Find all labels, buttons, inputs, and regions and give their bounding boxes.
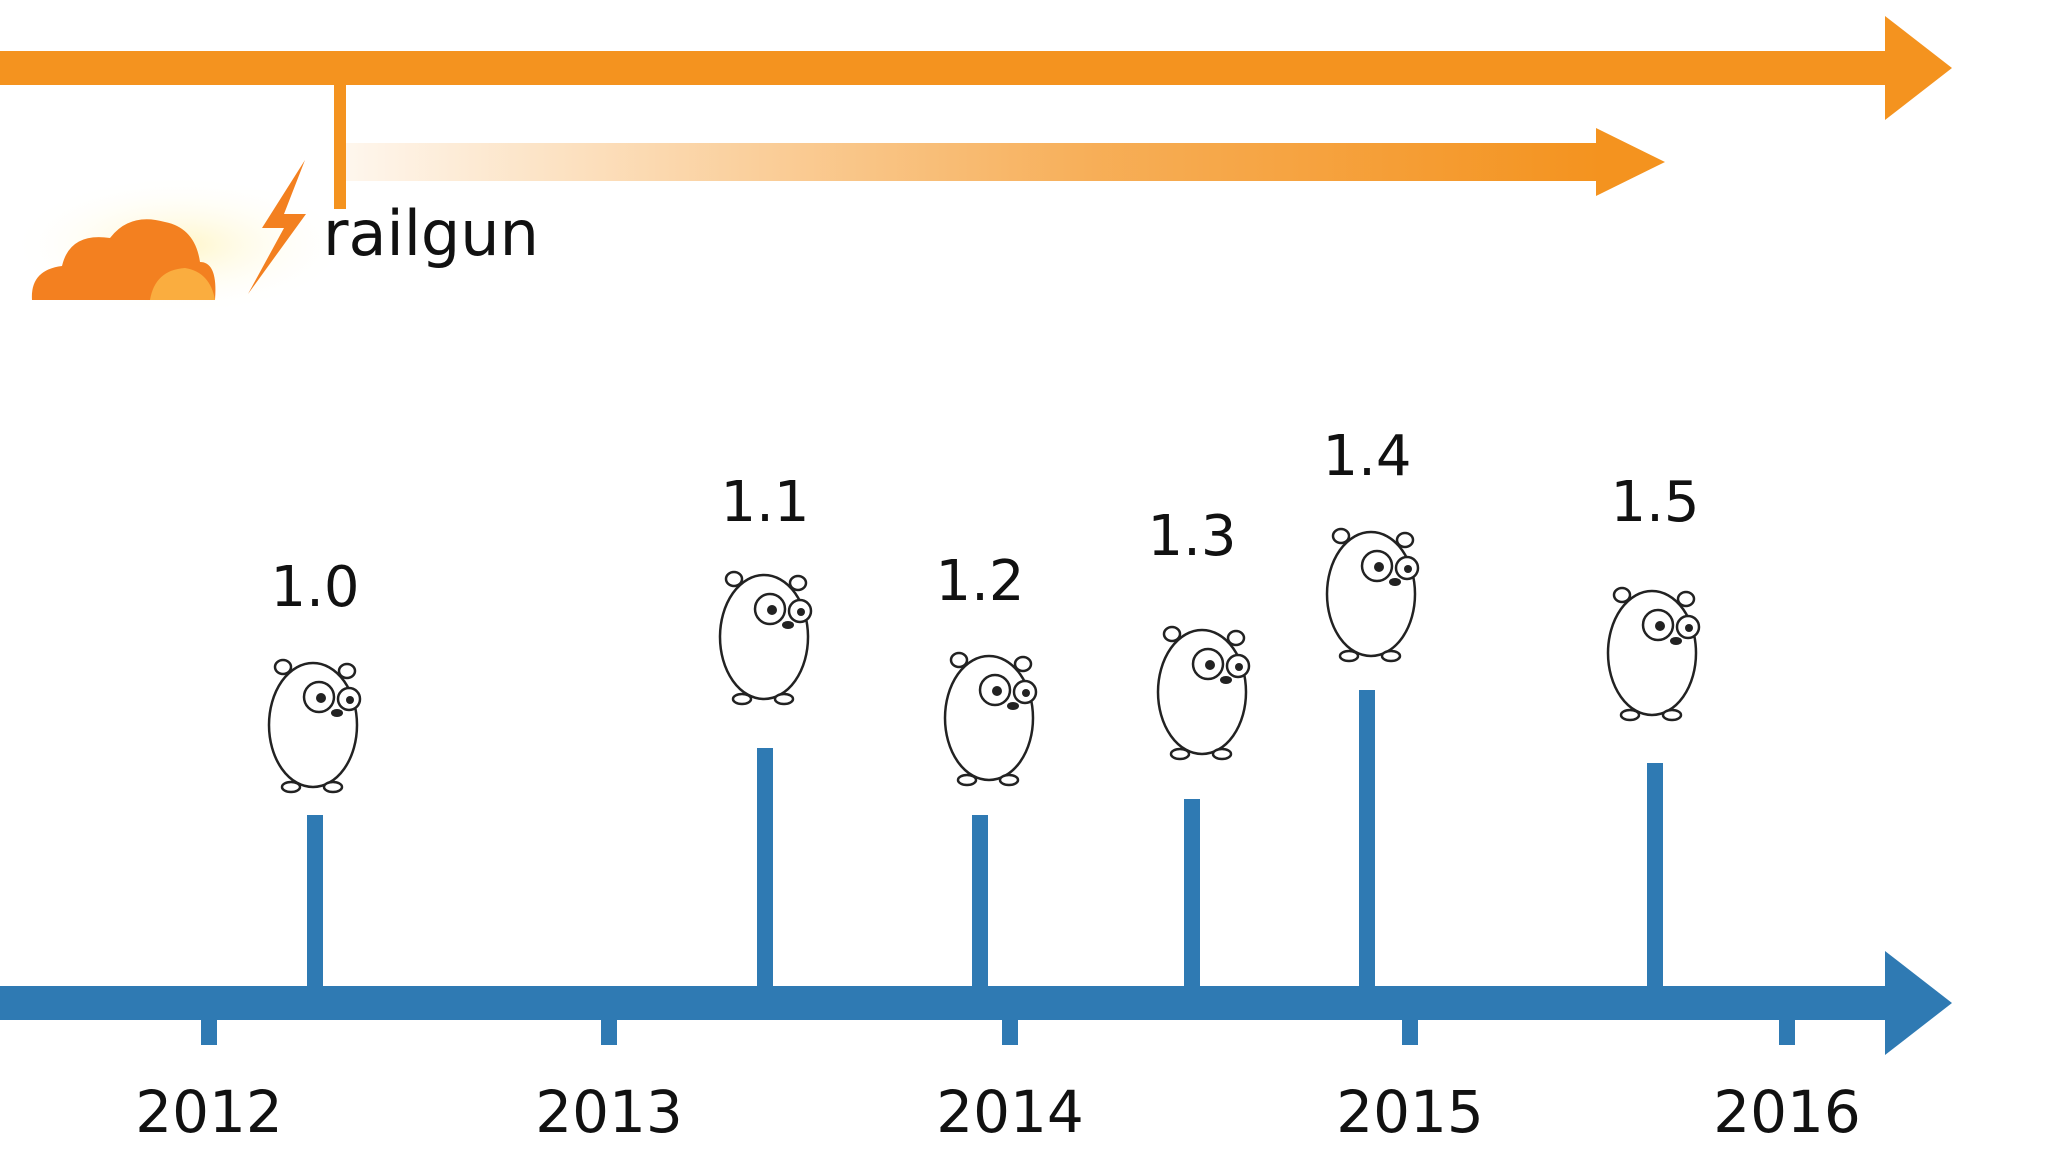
release-label: 1.0 [270, 555, 359, 620]
gopher-pupil [992, 686, 1002, 696]
gopher-foot [956, 773, 978, 787]
gopher [1156, 625, 1251, 761]
gopher-nose [1007, 702, 1019, 710]
gopher-ear [1612, 586, 1632, 604]
release-label: 1.2 [935, 549, 1024, 614]
release-stem [1647, 763, 1663, 990]
gopher-foot [1338, 649, 1360, 663]
gopher-pupil [1685, 624, 1693, 632]
year-tick [201, 1010, 217, 1045]
gopher [943, 651, 1038, 787]
gopher [1606, 586, 1701, 722]
release-stem [1359, 690, 1375, 990]
gopher-ear [1676, 590, 1696, 608]
gopher-pupil [1235, 663, 1243, 671]
gopher-pupil [1374, 562, 1384, 572]
year-tick [601, 1010, 617, 1045]
gopher-nose [1670, 637, 1682, 645]
gopher-ear [1226, 629, 1246, 647]
release-stem [1184, 799, 1200, 990]
gopher-foot [1661, 708, 1683, 722]
release-label: 1.1 [720, 470, 809, 535]
gopher-ear [273, 658, 293, 676]
gopher-foot [1619, 708, 1641, 722]
gopher-pupil [1404, 565, 1412, 573]
gopher-ear [1013, 655, 1033, 673]
gopher-body [1156, 628, 1248, 756]
gopher-ear [1331, 527, 1351, 545]
gopher-body [267, 661, 359, 789]
release-stem [757, 748, 773, 990]
gopher-pupil [797, 608, 805, 616]
release-stem [972, 815, 988, 990]
gopher-nose [1220, 676, 1232, 684]
gopher-foot [773, 692, 795, 706]
gopher-foot [1169, 747, 1191, 761]
railgun-label: railgun [323, 197, 539, 270]
gopher-pupil [1022, 689, 1030, 697]
gopher [1325, 527, 1420, 663]
gopher-ear [1162, 625, 1182, 643]
year-label: 2012 [135, 1078, 283, 1146]
gopher [718, 570, 813, 706]
railgun-arrow [346, 128, 1665, 196]
time-axis [0, 951, 1952, 1055]
year-tick [1002, 1010, 1018, 1045]
gopher-pupil [346, 696, 354, 704]
railgun-stem [334, 68, 346, 209]
year-tick [1402, 1010, 1418, 1045]
release-label: 1.5 [1610, 470, 1699, 535]
year-label: 2014 [936, 1078, 1084, 1146]
year-tick [1779, 1010, 1795, 1045]
gopher-ear [1395, 531, 1415, 549]
year-label: 2015 [1336, 1078, 1484, 1146]
gopher-ear [949, 651, 969, 669]
gopher-pupil [1205, 660, 1215, 670]
cloud-logo [10, 160, 350, 315]
gopher-body [1606, 589, 1698, 717]
gopher-body [718, 573, 810, 701]
gopher-body [943, 654, 1035, 782]
gopher-nose [1389, 578, 1401, 586]
gopher-pupil [767, 605, 777, 615]
year-label: 2016 [1713, 1078, 1861, 1146]
release-stem [307, 815, 323, 990]
gopher-foot [1211, 747, 1233, 761]
gopher [267, 658, 362, 794]
release-label: 1.3 [1147, 504, 1236, 569]
gopher-foot [280, 780, 302, 794]
gopher-pupil [1655, 621, 1665, 631]
gopher-foot [1380, 649, 1402, 663]
gopher-nose [331, 709, 343, 717]
gopher-ear [788, 574, 808, 592]
project-arrow [0, 16, 1952, 120]
gopher-nose [782, 621, 794, 629]
gopher-ear [337, 662, 357, 680]
year-label: 2013 [535, 1078, 683, 1146]
gopher-foot [322, 780, 344, 794]
release-label: 1.4 [1322, 424, 1411, 489]
gopher-foot [731, 692, 753, 706]
gopher-ear [724, 570, 744, 588]
gopher-foot [998, 773, 1020, 787]
gopher-body [1325, 530, 1417, 658]
gopher-pupil [316, 693, 326, 703]
